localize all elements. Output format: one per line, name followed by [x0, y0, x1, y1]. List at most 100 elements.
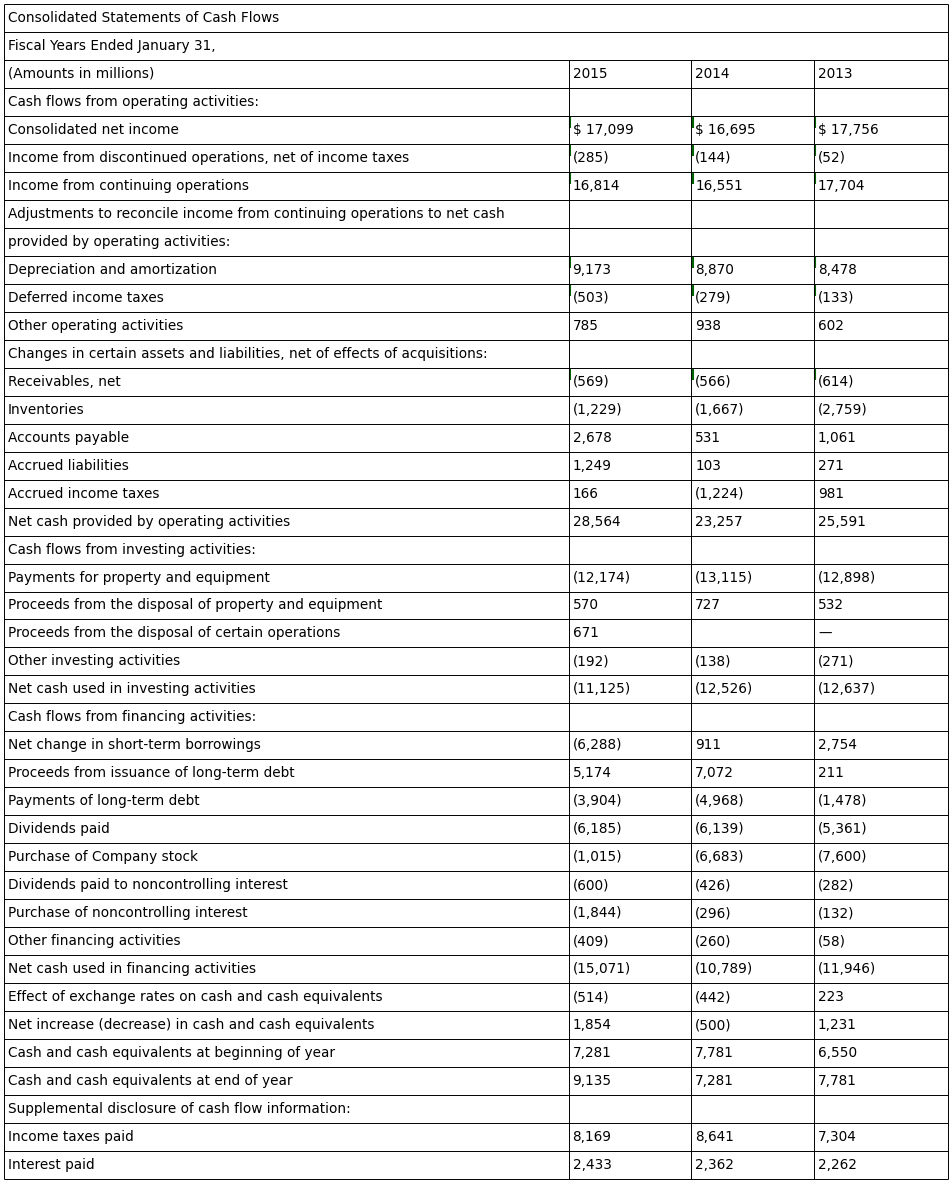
- Text: Adjustments to reconcile income from continuing operations to net cash: Adjustments to reconcile income from con…: [8, 207, 505, 221]
- Text: Consolidated Statements of Cash Flows: Consolidated Statements of Cash Flows: [8, 11, 279, 25]
- Text: 166: 166: [572, 486, 599, 500]
- Text: (5,361): (5,361): [818, 822, 867, 836]
- Text: $ 17,099: $ 17,099: [572, 123, 633, 137]
- Text: Inventories: Inventories: [8, 402, 85, 416]
- Text: (138): (138): [695, 654, 732, 668]
- Text: 981: 981: [818, 486, 844, 500]
- Text: (282): (282): [818, 878, 855, 892]
- Text: 570: 570: [572, 599, 599, 613]
- Text: 2,362: 2,362: [695, 1158, 734, 1172]
- Text: 271: 271: [818, 459, 843, 472]
- Text: Net change in short-term borrowings: Net change in short-term borrowings: [8, 738, 261, 752]
- Text: 2,262: 2,262: [818, 1158, 857, 1172]
- Text: (6,139): (6,139): [695, 822, 744, 836]
- Text: Other investing activities: Other investing activities: [8, 654, 180, 668]
- Text: Deferred income taxes: Deferred income taxes: [8, 291, 164, 305]
- Text: Supplemental disclosure of cash flow information:: Supplemental disclosure of cash flow inf…: [8, 1103, 350, 1116]
- Text: 1,249: 1,249: [572, 459, 611, 472]
- Text: (614): (614): [818, 375, 855, 389]
- Text: Cash flows from investing activities:: Cash flows from investing activities:: [8, 543, 256, 556]
- Text: (409): (409): [572, 935, 609, 949]
- Text: 938: 938: [695, 318, 722, 332]
- Text: 17,704: 17,704: [818, 179, 865, 193]
- Text: Accrued liabilities: Accrued liabilities: [8, 459, 129, 472]
- Text: Accounts payable: Accounts payable: [8, 431, 129, 445]
- Text: 7,281: 7,281: [572, 1046, 611, 1060]
- Text: Net cash provided by operating activities: Net cash provided by operating activitie…: [8, 515, 290, 529]
- Text: 2014: 2014: [695, 67, 730, 80]
- Text: Cash and cash equivalents at beginning of year: Cash and cash equivalents at beginning o…: [8, 1046, 335, 1060]
- Text: (6,185): (6,185): [572, 822, 623, 836]
- Text: 727: 727: [695, 599, 721, 613]
- Text: 9,135: 9,135: [572, 1074, 611, 1088]
- Text: (12,898): (12,898): [818, 570, 876, 584]
- Text: (566): (566): [695, 375, 732, 389]
- Text: (12,637): (12,637): [818, 683, 876, 697]
- Text: (3,904): (3,904): [572, 794, 623, 808]
- Text: 28,564: 28,564: [572, 515, 620, 529]
- Text: Proceeds from the disposal of property and equipment: Proceeds from the disposal of property a…: [8, 599, 383, 613]
- Text: (Amounts in millions): (Amounts in millions): [8, 67, 154, 80]
- Text: (13,115): (13,115): [695, 570, 753, 584]
- Text: Purchase of noncontrolling interest: Purchase of noncontrolling interest: [8, 906, 248, 920]
- Text: Interest paid: Interest paid: [8, 1158, 94, 1172]
- Text: provided by operating activities:: provided by operating activities:: [8, 234, 230, 248]
- Text: 7,781: 7,781: [695, 1046, 734, 1060]
- Text: Other financing activities: Other financing activities: [8, 935, 181, 949]
- Text: 5,174: 5,174: [572, 767, 611, 781]
- Text: 2,754: 2,754: [818, 738, 857, 752]
- Text: 211: 211: [818, 767, 843, 781]
- Text: Accrued income taxes: Accrued income taxes: [8, 486, 160, 500]
- Text: (6,683): (6,683): [695, 851, 744, 865]
- Text: Net cash used in investing activities: Net cash used in investing activities: [8, 683, 256, 697]
- Text: 671: 671: [572, 627, 599, 640]
- Text: (600): (600): [572, 878, 609, 892]
- Text: (1,015): (1,015): [572, 851, 623, 865]
- Text: 8,870: 8,870: [695, 263, 734, 277]
- Text: Fiscal Years Ended January 31,: Fiscal Years Ended January 31,: [8, 39, 215, 53]
- Text: 7,281: 7,281: [695, 1074, 734, 1088]
- Text: Other operating activities: Other operating activities: [8, 318, 184, 332]
- Text: (58): (58): [818, 935, 846, 949]
- Text: Proceeds from issuance of long-term debt: Proceeds from issuance of long-term debt: [8, 767, 294, 781]
- Text: (1,229): (1,229): [572, 402, 623, 416]
- Text: (1,478): (1,478): [818, 794, 867, 808]
- Text: (514): (514): [572, 990, 609, 1004]
- Text: 1,061: 1,061: [818, 431, 857, 445]
- Text: 2,678: 2,678: [572, 431, 611, 445]
- Text: Consolidated net income: Consolidated net income: [8, 123, 179, 137]
- Text: Purchase of Company stock: Purchase of Company stock: [8, 851, 198, 865]
- Text: 8,169: 8,169: [572, 1130, 611, 1144]
- Text: 6,550: 6,550: [818, 1046, 857, 1060]
- Text: 8,641: 8,641: [695, 1130, 734, 1144]
- Text: (1,667): (1,667): [695, 402, 744, 416]
- Text: Income from discontinued operations, net of income taxes: Income from discontinued operations, net…: [8, 151, 409, 164]
- Text: Effect of exchange rates on cash and cash equivalents: Effect of exchange rates on cash and cas…: [8, 990, 383, 1004]
- Text: 7,781: 7,781: [818, 1074, 857, 1088]
- Text: (11,946): (11,946): [818, 962, 876, 976]
- Text: (2,759): (2,759): [818, 402, 867, 416]
- Text: $ 17,756: $ 17,756: [818, 123, 879, 137]
- Text: (4,968): (4,968): [695, 794, 744, 808]
- Text: 25,591: 25,591: [818, 515, 865, 529]
- Text: 2015: 2015: [572, 67, 607, 80]
- Text: (442): (442): [695, 990, 732, 1004]
- Text: Income from continuing operations: Income from continuing operations: [8, 179, 249, 193]
- Text: Net cash used in financing activities: Net cash used in financing activities: [8, 962, 256, 976]
- Text: (296): (296): [695, 906, 732, 920]
- Text: 531: 531: [695, 431, 722, 445]
- Text: 23,257: 23,257: [695, 515, 743, 529]
- Text: (503): (503): [572, 291, 609, 305]
- Text: (144): (144): [695, 151, 732, 164]
- Text: 785: 785: [572, 318, 599, 332]
- Text: 602: 602: [818, 318, 843, 332]
- Text: (133): (133): [818, 291, 855, 305]
- Text: (15,071): (15,071): [572, 962, 631, 976]
- Text: Receivables, net: Receivables, net: [8, 375, 121, 389]
- Text: Net increase (decrease) in cash and cash equivalents: Net increase (decrease) in cash and cash…: [8, 1019, 374, 1032]
- Text: (132): (132): [818, 906, 855, 920]
- Text: (11,125): (11,125): [572, 683, 631, 697]
- Text: (285): (285): [572, 151, 609, 164]
- Text: Dividends paid: Dividends paid: [8, 822, 109, 836]
- Text: 9,173: 9,173: [572, 263, 611, 277]
